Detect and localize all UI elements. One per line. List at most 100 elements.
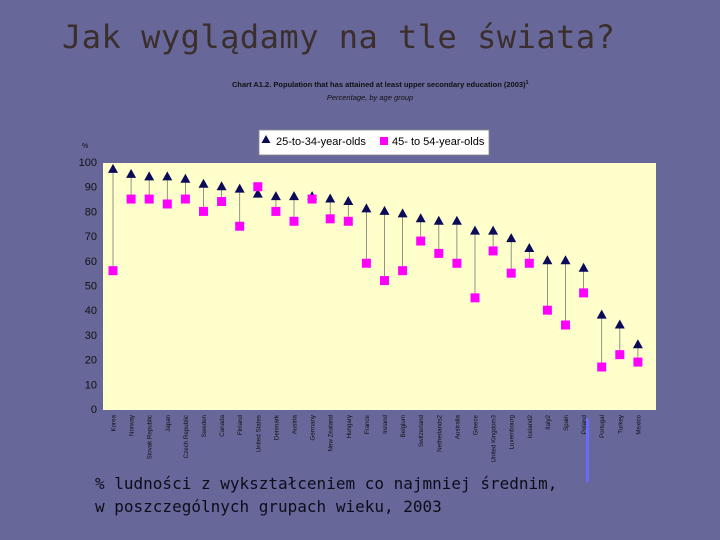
- point-series-1: [126, 168, 137, 178]
- point-series-2: [126, 194, 136, 204]
- point-series-1: [289, 191, 299, 201]
- y-tick-label: 20: [85, 355, 97, 367]
- point-series-1: [325, 193, 336, 203]
- point-series-1: [234, 183, 245, 193]
- point-series-1: [632, 339, 643, 349]
- point-series-2: [235, 221, 245, 231]
- point-series-1: [144, 171, 155, 181]
- chart-title-superscript: 1: [526, 80, 529, 86]
- x-tick-label: Netherlands2: [436, 414, 443, 451]
- point-series-1: [488, 225, 499, 235]
- point-series-2: [452, 258, 462, 268]
- drop-lines: [112, 169, 639, 368]
- point-series-2: [325, 214, 335, 224]
- pointer-marker: [586, 418, 589, 482]
- point-series-2: [470, 293, 480, 303]
- x-tick-label: France: [364, 414, 371, 434]
- point-series-2: [253, 182, 263, 192]
- point-series-2: [398, 266, 408, 276]
- point-series-2: [506, 268, 516, 278]
- x-tick-label: Greece: [473, 414, 480, 435]
- y-tick-label: 60: [85, 256, 97, 268]
- point-series-2: [144, 194, 154, 204]
- point-series-2: [289, 216, 299, 226]
- x-tick-label: United States: [255, 415, 262, 452]
- point-series-1: [506, 233, 517, 243]
- point-series-1: [596, 309, 607, 319]
- point-series-1: [470, 225, 480, 235]
- point-series-1: [542, 255, 553, 265]
- markers: [108, 163, 643, 372]
- x-tick-label: Turkey: [617, 414, 624, 434]
- point-series-1: [614, 319, 625, 329]
- x-tick-label: Austria: [292, 414, 299, 434]
- x-tick-label: Poland: [581, 414, 588, 434]
- legend-label-series-2: 45- to 54-year-olds: [392, 136, 485, 148]
- point-series-2: [343, 216, 353, 226]
- y-tick-label: 100: [79, 157, 97, 169]
- point-series-1: [343, 196, 354, 206]
- y-ticks: 0 10 20 30 40 50 60 70 80 90 100: [79, 157, 97, 416]
- x-tick-label: Italy2: [545, 414, 552, 429]
- point-series-1: [433, 215, 444, 225]
- y-tick-label: 50: [85, 281, 97, 293]
- point-series-1: [252, 188, 263, 198]
- x-tick-label: Finland: [237, 414, 244, 435]
- x-tick-label: Spain: [563, 414, 570, 430]
- legend: 25-to-34-year-olds 45- to 54-year-olds: [258, 129, 490, 156]
- legend-label-series-1: 25-to-34-year-olds: [276, 136, 366, 148]
- x-tick-label: Sweden: [201, 414, 208, 437]
- point-series-2: [488, 246, 498, 256]
- legend-box: [258, 129, 490, 156]
- point-series-1: [162, 171, 173, 181]
- x-tick-label: New Zealand: [328, 414, 335, 451]
- point-series-1: [560, 255, 571, 265]
- x-tick-label: Ireland: [382, 414, 389, 433]
- y-tick-label: 40: [85, 305, 97, 317]
- point-series-2: [434, 248, 444, 258]
- x-tick-label: Germany: [310, 414, 317, 440]
- x-tick-label: Australia: [454, 414, 461, 439]
- point-series-1: [361, 203, 372, 213]
- point-series-2: [361, 258, 371, 268]
- caption-line-1: % ludności z wykształceniem co najmniej …: [95, 474, 558, 493]
- point-series-1: [415, 213, 426, 223]
- point-series-1: [108, 163, 118, 173]
- point-series-2: [108, 266, 118, 276]
- point-series-2: [199, 206, 208, 216]
- point-series-2: [180, 194, 190, 204]
- y-tick-label: 30: [85, 330, 97, 342]
- point-series-1: [578, 262, 589, 272]
- y-tick-label: 70: [85, 231, 97, 243]
- point-series-2: [561, 320, 570, 330]
- point-series-1: [180, 173, 191, 183]
- point-series-2: [615, 350, 625, 360]
- point-series-2: [217, 197, 227, 207]
- point-series-1: [270, 191, 281, 201]
- point-series-1: [379, 205, 390, 215]
- point-series-2: [307, 194, 317, 204]
- x-tick-label: Iceland2: [527, 414, 534, 438]
- x-tick-label: Norway: [129, 414, 136, 436]
- point-series-1: [524, 242, 535, 252]
- y-tick-label: 10: [85, 379, 97, 391]
- plot-area: [103, 163, 656, 410]
- caption: % ludności z wykształceniem co najmniej …: [95, 472, 557, 518]
- y-tick-label: 80: [85, 206, 97, 218]
- x-tick-label: Japan: [165, 414, 172, 431]
- chart-title: Chart A1.2. Population that has attained…: [232, 80, 529, 89]
- x-tick-label: Hungary: [346, 414, 353, 438]
- point-series-2: [162, 199, 172, 209]
- x-tick-label: Belgium: [400, 415, 407, 437]
- x-tick-label: Luxembourg: [509, 414, 516, 449]
- point-series-2: [542, 305, 552, 315]
- legend-marker-series-1: [261, 135, 271, 143]
- x-tick-label: Denmark: [273, 414, 280, 440]
- point-series-2: [380, 276, 389, 286]
- y-tick-label: 0: [91, 404, 97, 416]
- y-tick-label: 90: [85, 182, 97, 194]
- chart-subtitle: Percentage, by age group: [327, 93, 413, 102]
- point-series-1: [451, 215, 462, 225]
- point-series-1: [397, 208, 408, 218]
